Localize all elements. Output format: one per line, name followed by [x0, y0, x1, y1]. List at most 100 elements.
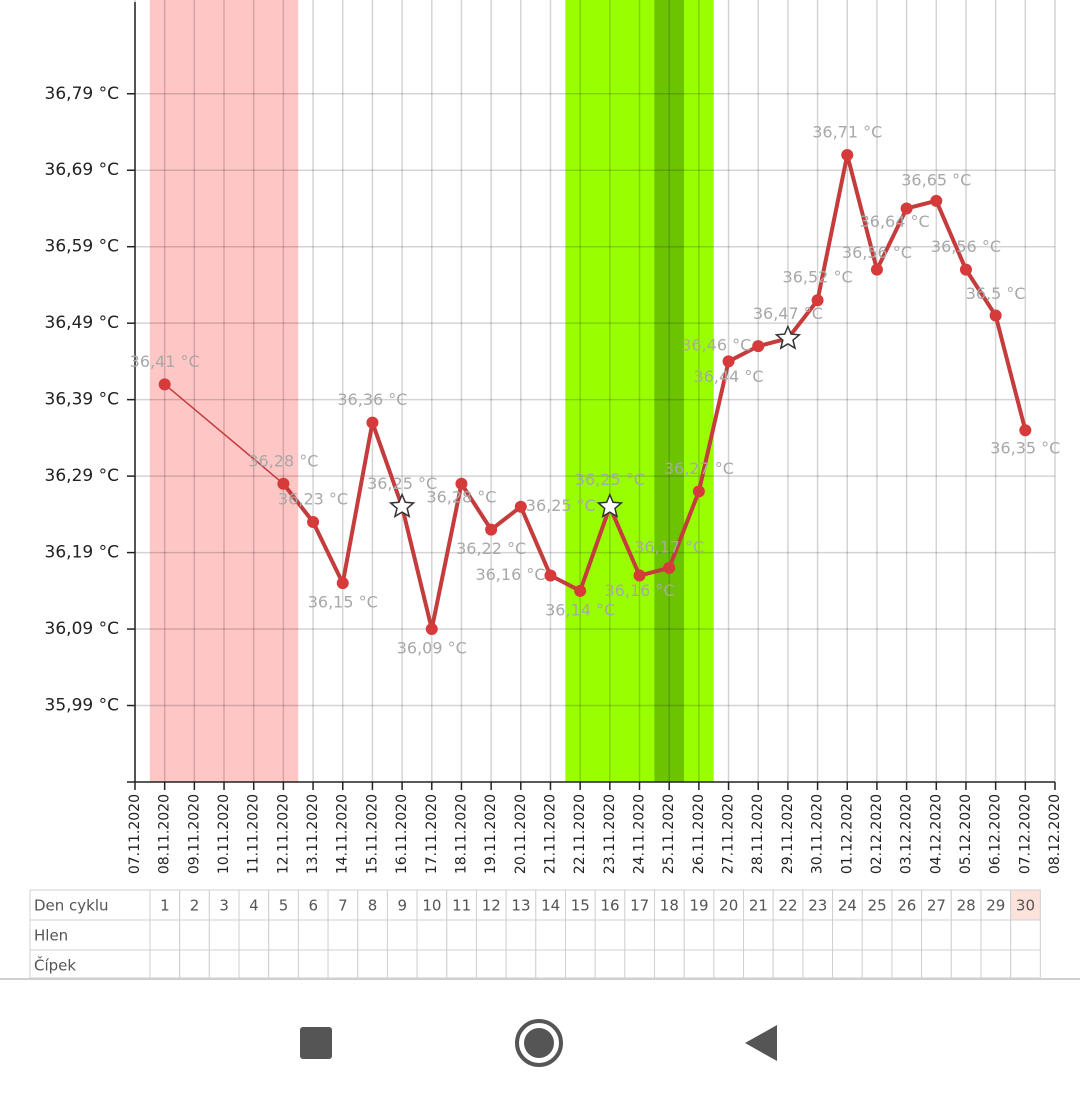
value-label: 36,71 °C [812, 122, 882, 141]
star-point [596, 492, 624, 518]
value-label: 36,16 °C [604, 581, 674, 600]
y-tick-label: 36,69 °C [45, 160, 119, 180]
cycle-day: 27 [927, 897, 946, 915]
cycle-day: 3 [219, 897, 229, 915]
nav-home-button[interactable] [515, 1019, 563, 1067]
home-dot [524, 1028, 554, 1058]
data-point [307, 516, 320, 528]
x-tick-label: 16.11.2020 [394, 794, 410, 874]
home-ring [515, 1019, 563, 1067]
x-tick-label: 29.11.2020 [780, 794, 796, 874]
x-tick-label: 18.11.2020 [453, 794, 469, 874]
x-tick-label: 21.11.2020 [542, 794, 558, 874]
data-point [455, 477, 468, 490]
table-cell [149, 889, 181, 921]
data-point [930, 194, 943, 207]
table-cell [654, 919, 685, 951]
table-cell [535, 949, 566, 979]
table-cell [891, 949, 923, 979]
table-cell [743, 949, 774, 979]
value-label: 36,09 °C [397, 639, 467, 658]
x-tick-label: 20.11.2020 [513, 794, 529, 874]
y-tick-label: 36,19 °C [45, 543, 119, 563]
x-tick-label: 02.12.2020 [869, 794, 885, 874]
cycle-day: 5 [279, 897, 289, 915]
x-tick-label: 26.11.2020 [691, 794, 707, 874]
value-label: 36,25 °C [526, 496, 596, 515]
table-cell [1010, 919, 1041, 951]
table-cell [594, 889, 626, 921]
data-point [841, 148, 854, 161]
x-tick-label: 07.12.2020 [1017, 794, 1033, 874]
data-point [514, 500, 527, 513]
cycle-day: 7 [338, 897, 348, 915]
cycle-day: 21 [749, 897, 768, 915]
table-cell [980, 889, 1012, 921]
table-cell [357, 889, 388, 921]
data-point [158, 378, 171, 391]
cycle-day: 14 [541, 897, 560, 915]
table-cell [654, 949, 685, 979]
cycle-day: 2 [190, 897, 200, 915]
phase-band [565, 0, 714, 782]
data-point [574, 584, 587, 597]
table-cell [832, 919, 863, 951]
x-tick-label: 19.11.2020 [483, 794, 499, 874]
table-cell [149, 919, 181, 951]
row-label: Čípek [34, 956, 76, 975]
table-cell [416, 949, 448, 979]
cycle-day: 30 [1016, 897, 1035, 915]
table-cell [357, 949, 388, 979]
value-label: 36,15 °C [308, 593, 378, 612]
table-cell [832, 889, 863, 921]
table-cell [564, 919, 596, 951]
table-cell [238, 949, 270, 979]
phase-band [654, 0, 685, 782]
cycle-day: 15 [571, 897, 590, 915]
table-cell [208, 919, 240, 951]
value-label: 36,56 °C [931, 237, 1001, 256]
table-cell [1010, 889, 1041, 921]
cycle-day: 11 [452, 897, 471, 915]
table-cell [179, 949, 210, 979]
value-label: 36,65 °C [901, 170, 971, 189]
table-cell [386, 889, 418, 921]
x-tick-label: 09.11.2020 [186, 794, 202, 874]
x-tick-label: 17.11.2020 [424, 794, 440, 874]
table-cell [861, 919, 893, 951]
data-point [633, 569, 646, 582]
data-point [1019, 424, 1032, 437]
y-tick-label: 36,79 °C [45, 84, 119, 104]
table-cell [802, 919, 834, 951]
cycle-day: 8 [368, 897, 378, 915]
table-cell [683, 949, 715, 979]
value-label: 36,5 °C [966, 284, 1026, 303]
nav-back-button[interactable] [745, 1025, 777, 1061]
data-point [870, 263, 883, 276]
cycle-day: 10 [422, 897, 441, 915]
table-cell [149, 949, 181, 979]
data-point [989, 309, 1002, 322]
cycle-day: 9 [397, 897, 407, 915]
x-tick-label: 23.11.2020 [602, 794, 618, 874]
data-point [900, 202, 913, 215]
table-cell [861, 949, 893, 979]
nav-recent-button[interactable] [300, 1027, 332, 1059]
value-label: 36,47 °C [753, 304, 823, 323]
cycle-day: 13 [511, 897, 530, 915]
x-tick-label: 22.11.2020 [572, 794, 588, 874]
cycle-day: 24 [838, 897, 857, 915]
table-cell [446, 949, 477, 979]
table-cell [772, 919, 804, 951]
x-tick-label: 15.11.2020 [364, 794, 380, 874]
y-tick-label: 36,09 °C [45, 619, 119, 639]
table-cell [683, 889, 715, 921]
table-cell [980, 949, 1012, 979]
table-cell [475, 949, 507, 979]
data-point [752, 340, 765, 353]
table-cell [713, 919, 745, 951]
table-cell [861, 889, 893, 921]
value-label: 36,28 °C [426, 487, 496, 506]
cycle-day: 20 [719, 897, 738, 915]
